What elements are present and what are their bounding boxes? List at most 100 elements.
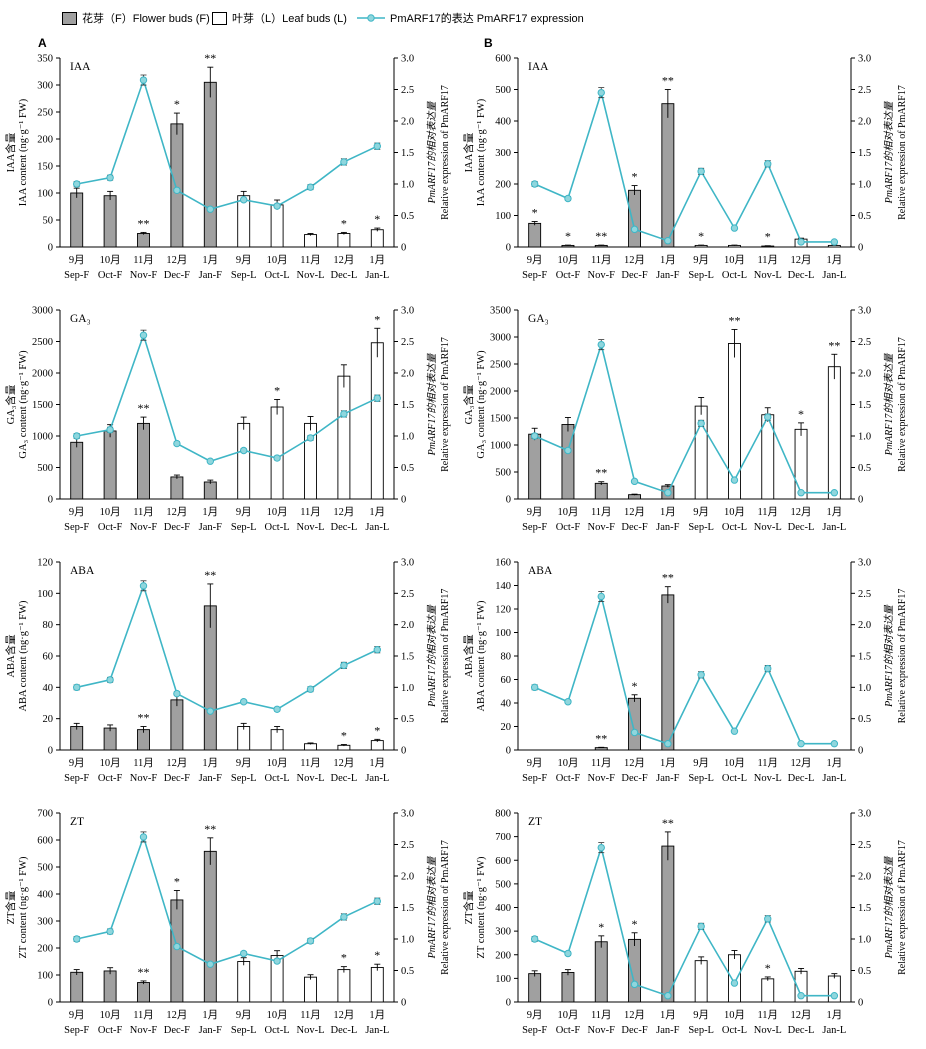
- x-tick-label-sample: Oct-F: [556, 270, 581, 281]
- y2-tick-label: 1.0: [401, 432, 414, 443]
- x-tick-label-sample: Oct-F: [556, 522, 581, 533]
- y2-tick-label: 0.5: [401, 211, 414, 222]
- significance-mark: **: [662, 816, 674, 830]
- y-tick-label: 100: [495, 974, 511, 985]
- x-tick-label-sample: Jan-F: [656, 1025, 679, 1036]
- y-tick-label: 1000: [32, 432, 53, 443]
- y2-tick-label: 0.5: [858, 211, 871, 222]
- significance-mark: *: [341, 951, 347, 965]
- y-tick-label: 0: [506, 243, 511, 254]
- y-tick-label: 100: [495, 211, 511, 222]
- y-tick-label: 160: [495, 558, 511, 569]
- significance-mark: **: [138, 401, 150, 415]
- flower-bar: [594, 941, 608, 1003]
- y-tick-label: 2500: [32, 337, 53, 348]
- significance-mark: **: [138, 965, 150, 979]
- x-tick-label-sample: Oct-L: [722, 522, 747, 533]
- x-tick-label-sample: Dec-L: [330, 773, 357, 784]
- x-tick-label-month: 9月: [527, 506, 543, 518]
- y2-tick-label: 2.0: [858, 117, 871, 128]
- y2-tick-label: 2.0: [858, 872, 871, 883]
- y2-tick-label: 2.5: [401, 85, 414, 96]
- x-tick-label-month: 9月: [693, 506, 709, 518]
- y-tick-label: 0: [506, 998, 511, 1009]
- significance-mark: *: [765, 230, 771, 244]
- x-tick-label-sample: Sep-F: [64, 270, 89, 281]
- x-tick-label-month: 1月: [660, 1009, 676, 1021]
- x-tick-label-month: 9月: [693, 1009, 709, 1021]
- y2-tick-label: 2.5: [858, 840, 871, 851]
- x-tick-label-sample: Sep-L: [688, 270, 714, 281]
- flower-bar: [594, 482, 608, 500]
- x-tick-label-month: 10月: [557, 506, 578, 518]
- x-tick-label-sample: Dec-F: [621, 1025, 647, 1036]
- y-tick-label: 200: [495, 180, 511, 191]
- x-tick-label-sample: Oct-F: [98, 773, 123, 784]
- x-tick-label-month: 12月: [166, 757, 187, 769]
- x-tick-label-sample: Nov-F: [130, 773, 158, 784]
- leaf-bar: [237, 422, 251, 500]
- x-tick-label-sample: Jan-L: [822, 522, 846, 533]
- expression-point: [173, 186, 181, 195]
- y-tick-label: 20: [43, 714, 54, 725]
- y-tick-label: 80: [43, 620, 54, 631]
- x-tick-label-sample: Nov-L: [297, 270, 325, 281]
- flower-bar: [70, 971, 84, 1003]
- y-tick-label: 0: [48, 243, 53, 254]
- expression-line: [534, 593, 835, 745]
- x-tick-label-month: 12月: [624, 757, 645, 769]
- y2-axis-label-en: Relative expression of PmARF17: [897, 589, 908, 724]
- x-tick-label-sample: Dec-F: [621, 773, 647, 784]
- y2-tick-label: 0: [858, 746, 863, 757]
- y-axis-label-en: GA₃ content (ng·g⁻¹ FW): [476, 350, 487, 459]
- expression-point: [273, 454, 281, 462]
- expression-point: [73, 432, 81, 440]
- expression-point: [630, 477, 639, 486]
- flower-bar: [203, 81, 217, 248]
- y2-axis-label-zh: PmARF17的相对表达量: [426, 101, 438, 205]
- flower-bar: [628, 697, 641, 751]
- flower-bar: [528, 433, 542, 500]
- y-tick-label: 400: [37, 890, 53, 901]
- significance-mark: **: [828, 338, 840, 352]
- y2-axis-label-zh: PmARF17的相对表达量: [426, 856, 438, 960]
- significance-mark: *: [274, 383, 280, 397]
- y2-tick-label: 1.0: [401, 935, 414, 946]
- expression-point: [830, 740, 839, 748]
- x-tick-label-month: 9月: [527, 254, 543, 266]
- x-tick-label-month: 1月: [369, 757, 385, 769]
- significance-mark: **: [728, 313, 740, 327]
- expression-point: [173, 439, 181, 448]
- x-tick-label-month: 1月: [660, 506, 676, 518]
- y-tick-label: 300: [37, 917, 53, 928]
- expression-point: [206, 960, 215, 968]
- expression-point: [564, 446, 572, 455]
- y2-axis-label-en: Relative expression of PmARF17: [897, 337, 908, 472]
- expression-point: [797, 238, 805, 246]
- x-tick-label-sample: Sep-L: [231, 522, 257, 533]
- leaf-bar: [270, 406, 284, 500]
- y-tick-label: 400: [495, 903, 511, 914]
- expression-point: [306, 685, 315, 693]
- expression-point: [139, 331, 148, 339]
- x-tick-label-sample: Dec-F: [164, 270, 190, 281]
- x-tick-label-month: 12月: [166, 254, 187, 266]
- x-tick-label-month: 10月: [724, 254, 745, 266]
- significance-mark: *: [632, 917, 638, 931]
- significance-mark: *: [341, 729, 347, 743]
- leaf-bar: [761, 978, 775, 1003]
- y2-tick-label: 2.0: [401, 620, 414, 631]
- significance-mark: **: [204, 822, 216, 836]
- y-axis-label-zh: GA₃含量: [462, 384, 475, 424]
- expression-point: [139, 76, 148, 84]
- expression-point: [106, 174, 114, 182]
- significance-mark: *: [374, 948, 380, 962]
- y-tick-label: 40: [501, 699, 512, 710]
- y-tick-label: 350: [37, 54, 53, 65]
- y-tick-label: 120: [495, 605, 511, 616]
- x-tick-label-month: 1月: [826, 254, 842, 266]
- y-axis-label-en: ABA content (ng·g⁻¹ FW): [18, 600, 29, 712]
- y-tick-label: 150: [37, 162, 53, 173]
- panel-label-a: A: [38, 36, 47, 50]
- chart-b-zt: 0 100 200 300 400 500 600 700 800 0 0.5 1.0 1.5 2.0 2.…: [462, 809, 908, 1037]
